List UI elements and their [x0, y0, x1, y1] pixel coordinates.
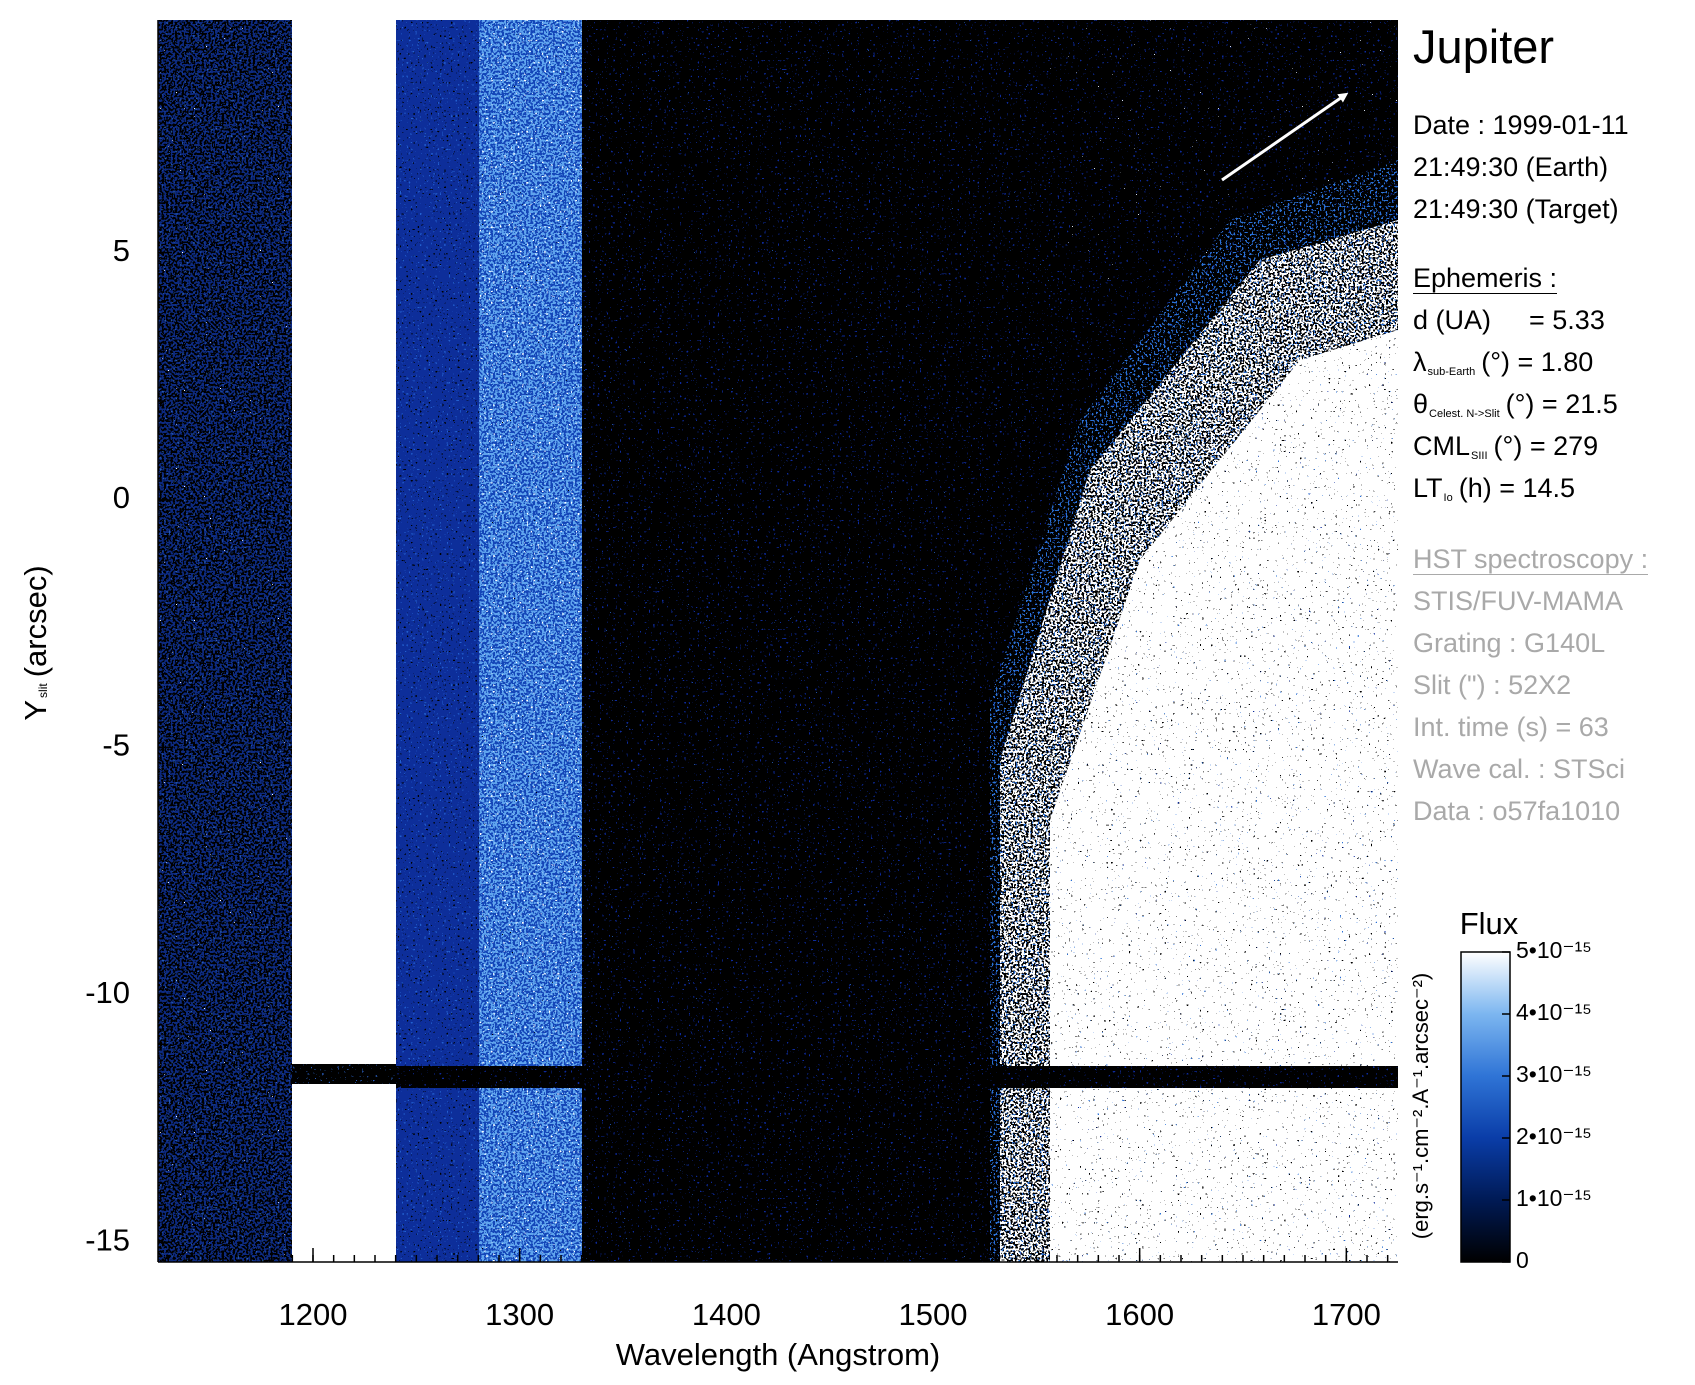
date-text: Date : 1999-01-11 — [1413, 110, 1629, 140]
y-label-rest: (arcsec) — [18, 565, 53, 677]
y-tick-label: 5 — [113, 233, 130, 268]
image-region — [292, 1064, 396, 1084]
heading-text: Ephemeris : — [1413, 263, 1558, 293]
row-name: LT — [1413, 473, 1443, 503]
image-region — [292, 20, 396, 1262]
ephemeris-heading: Ephemeris : — [1413, 263, 1558, 294]
x-tick-label: 1700 — [1312, 1297, 1381, 1332]
colorbar-title: Flux — [1460, 906, 1519, 941]
y-tick-label: 0 — [113, 480, 130, 515]
colorbar-tick-label: 0 — [1516, 1247, 1529, 1273]
x-axis-label: Wavelength (Angstrom) — [616, 1337, 940, 1372]
date-line: Date : 1999-01-11 — [1413, 110, 1629, 140]
row-text: STIS/FUV-MAMA — [1413, 586, 1624, 616]
observation-row: Int. time (s) = 63 — [1413, 712, 1609, 742]
date-line: 21:49:30 (Earth) — [1413, 152, 1608, 182]
image-region — [396, 20, 479, 1262]
observation-row: STIS/FUV-MAMA — [1413, 586, 1623, 616]
date-text: 21:49:30 (Earth) — [1413, 152, 1609, 182]
image-region — [396, 1066, 1398, 1088]
row-text: Grating : G140L — [1413, 628, 1606, 658]
ephemeris-row: λsub-Earth (°) = 1.80 — [1413, 347, 1593, 387]
x-tick-label: 1600 — [1105, 1297, 1174, 1332]
observation-row: Grating : G140L — [1413, 628, 1605, 658]
x-tick-label: 1200 — [279, 1297, 348, 1332]
x-tick-label: 1500 — [899, 1297, 968, 1332]
y-tick-label: -5 — [102, 728, 130, 763]
spectral-image — [158, 20, 1398, 1262]
ephemeris-row: θCelest. N->Slit (°) = 21.5 — [1413, 389, 1618, 429]
row-text: Wave cal. : STSci — [1413, 754, 1626, 784]
row-value: (h) = 14.5 — [1458, 473, 1576, 503]
row-value: = 5.33 — [1529, 305, 1605, 335]
observation-row: Data : o57fa1010 — [1413, 796, 1620, 826]
row-text: Data : o57fa1010 — [1413, 796, 1621, 826]
y-label-sub: slit — [36, 683, 50, 698]
y-axis-label: Yslit (arcsec) — [18, 565, 53, 720]
colorbar-tick-label: 2•10⁻¹⁵ — [1516, 1123, 1592, 1149]
row-sub: Io — [1443, 492, 1453, 504]
image-region — [1050, 330, 1398, 1262]
observation-row: Wave cal. : STSci — [1413, 754, 1625, 784]
colorbar-tick-label: 4•10⁻¹⁵ — [1516, 999, 1592, 1025]
row-name: λ — [1413, 347, 1427, 377]
colorbar-tick-label: 5•10⁻¹⁵ — [1516, 937, 1592, 963]
heading-text: HST spectroscopy : — [1413, 544, 1649, 574]
image-region — [1050, 20, 1398, 300]
row-sub: SIII — [1471, 450, 1488, 462]
row-value: (°) = 279 — [1493, 431, 1599, 461]
row-text: Slit (") : 52X2 — [1413, 670, 1572, 700]
ephemeris-row: CMLSIII (°) = 279 — [1413, 431, 1598, 471]
row-value: (°) = 21.5 — [1505, 389, 1618, 419]
row-sub: sub-Earth — [1427, 366, 1476, 378]
y-label-main: Y — [18, 700, 53, 721]
observation-row: Slit (") : 52X2 — [1413, 670, 1571, 700]
row-name: d (UA) — [1413, 305, 1492, 335]
image-region — [479, 20, 582, 1262]
colorbar-tick-label: 3•10⁻¹⁵ — [1516, 1061, 1592, 1087]
date-line: 21:49:30 (Target) — [1413, 194, 1619, 224]
date-text: 21:49:30 (Target) — [1413, 194, 1619, 224]
title: Jupiter — [1413, 20, 1555, 73]
y-tick-label: -15 — [85, 1222, 130, 1257]
colorbar-label: (erg.s⁻¹.cm⁻².A⁻¹.arcsec⁻²) — [1408, 973, 1433, 1239]
row-sub: Celest. N->Slit — [1429, 408, 1500, 420]
colorbar-tick-label: 1•10⁻¹⁵ — [1516, 1185, 1592, 1211]
image-region — [158, 20, 292, 1262]
row-name: θ — [1413, 389, 1429, 419]
row-value: (°) = 1.80 — [1481, 347, 1594, 377]
y-tick-label: -10 — [85, 975, 130, 1010]
ephemeris-row: d (UA) = 5.33 — [1413, 305, 1605, 335]
x-tick-label: 1300 — [485, 1297, 554, 1332]
direction-arrow — [1221, 92, 1349, 182]
row-name: CML — [1413, 431, 1471, 461]
colorbar — [1460, 951, 1511, 1263]
row-text: Int. time (s) = 63 — [1413, 712, 1609, 742]
ephemeris-row: LTIo (h) = 14.5 — [1413, 473, 1575, 513]
x-tick-label: 1400 — [692, 1297, 761, 1332]
observation-heading: HST spectroscopy : — [1413, 544, 1649, 575]
